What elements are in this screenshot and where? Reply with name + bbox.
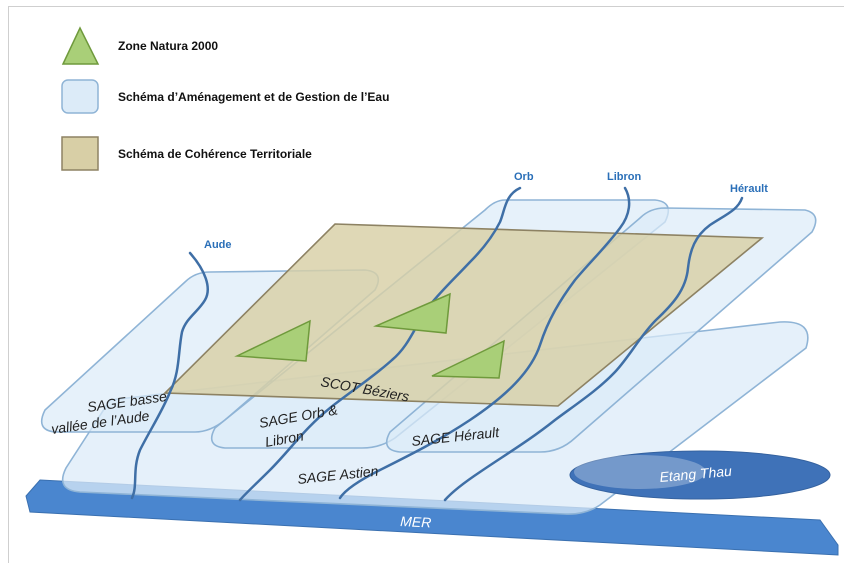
natura-zone-3	[431, 339, 505, 379]
legend-natura-icon	[61, 26, 100, 65]
river-orb	[238, 186, 522, 502]
legend-scot-icon	[61, 136, 99, 171]
etang-thau-label: Etang Thau	[659, 463, 733, 485]
figure-frame	[8, 6, 844, 563]
legend-natura-label: Zone Natura 2000	[118, 39, 218, 53]
legend-scot-label: Schéma de Cohérence Territoriale	[118, 147, 312, 161]
river-label-libron: Libron	[607, 171, 641, 183]
sage-orb-label-line2: Libron	[264, 427, 305, 450]
scot-layer	[163, 223, 765, 407]
etang-thau-highlight	[574, 455, 706, 489]
river-label-orb: Orb	[514, 171, 534, 183]
natura-zone-1	[234, 319, 311, 362]
river-libron	[338, 186, 631, 500]
river-aude	[130, 251, 209, 500]
rivers	[130, 186, 744, 502]
river-label-herault: Hérault	[730, 183, 768, 195]
river-herault	[443, 196, 744, 502]
river-label-aude: Aude	[204, 239, 232, 251]
legend-sage-label: Schéma d’Aménagement et de Gestion de l’…	[118, 90, 389, 104]
etang-thau	[569, 450, 831, 500]
legend-sage-icon	[61, 79, 99, 114]
legend: Zone Natura 2000 Schéma d’Aménagement et…	[61, 26, 389, 171]
mer-label: MER	[400, 513, 432, 531]
natura-zone-2	[373, 292, 451, 334]
